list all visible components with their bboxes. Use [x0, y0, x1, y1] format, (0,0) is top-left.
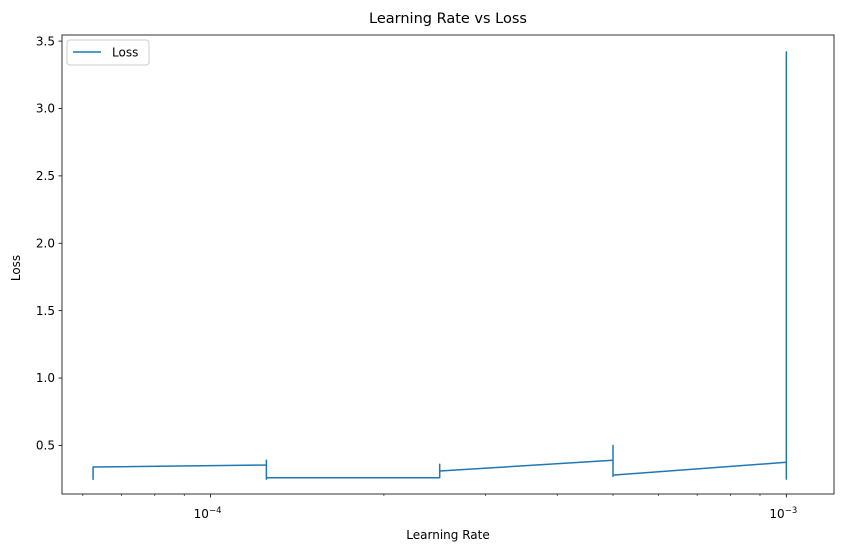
y-tick-label: 1.0 — [36, 371, 55, 385]
series-line-loss — [92, 51, 788, 480]
axes-frame — [61, 34, 835, 495]
legend-box — [66, 39, 150, 66]
y-tick-label: 2.5 — [36, 169, 55, 183]
y-axis-label: Loss — [9, 255, 23, 281]
x-axis-label: Learning Rate — [406, 528, 489, 542]
x-tick-label: 10−3 — [769, 506, 797, 521]
legend: Loss — [66, 39, 150, 66]
legend-label-loss: Loss — [112, 46, 138, 60]
y-tick-label: 1.5 — [36, 304, 55, 318]
chart-title: Learning Rate vs Loss — [369, 11, 527, 27]
x-tick-label: 10−4 — [194, 506, 222, 521]
plot-area: 0.5 1.0 1.5 2.0 2.5 3.0 3.5 10−4 10−3 — [36, 34, 797, 521]
y-tick-label: 2.0 — [36, 236, 55, 250]
y-tick-label: 3.5 — [36, 34, 55, 48]
y-tick-label: 0.5 — [36, 439, 55, 453]
y-tick-label: 3.0 — [36, 102, 55, 116]
